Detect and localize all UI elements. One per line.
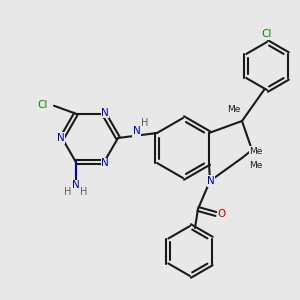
Text: Cl: Cl	[262, 29, 272, 39]
Text: Cl: Cl	[38, 100, 48, 110]
Text: N: N	[101, 108, 109, 118]
Text: H: H	[80, 187, 88, 197]
Text: N: N	[57, 133, 65, 143]
Text: H: H	[141, 118, 148, 128]
Text: N: N	[133, 127, 140, 136]
Text: N: N	[101, 158, 109, 168]
Text: Me: Me	[249, 146, 263, 155]
Text: N: N	[207, 176, 215, 186]
Text: H: H	[64, 187, 72, 197]
Text: Me: Me	[227, 104, 241, 113]
Text: O: O	[218, 209, 226, 219]
Text: N: N	[72, 180, 80, 190]
Text: Me: Me	[249, 160, 263, 169]
